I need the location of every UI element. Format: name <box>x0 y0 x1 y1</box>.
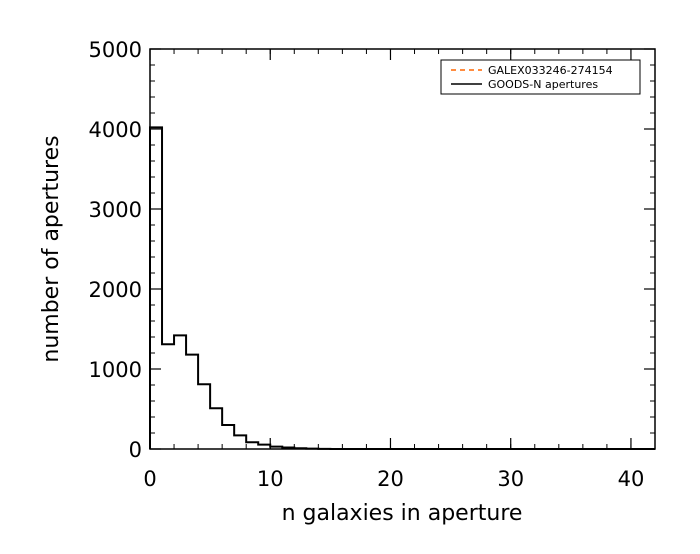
y-tick-labels: 0 1000 2000 3000 4000 5000 <box>89 38 142 462</box>
x-tick-label: 40 <box>618 467 645 491</box>
legend-box <box>440 59 641 95</box>
x-axis-title: n galaxies in aperture <box>282 501 523 526</box>
y-tick-label: 3000 <box>89 198 142 222</box>
y-tick-label: 1000 <box>89 358 142 382</box>
legend-label-galex: GALEX033246-274154 <box>488 64 613 77</box>
series-layer <box>149 126 655 450</box>
y-tick-label: 2000 <box>89 278 142 302</box>
plot-area-frame <box>149 48 656 450</box>
x-tick-labels: 0 10 20 30 40 <box>143 467 644 491</box>
y-axis-title: number of apertures <box>39 135 64 362</box>
minor-ticks <box>149 48 656 450</box>
x-tick-label: 20 <box>377 467 404 491</box>
y-tick-label: 0 <box>129 438 142 462</box>
y-tick-label: 4000 <box>89 118 142 142</box>
x-tick-label: 30 <box>497 467 524 491</box>
x-tick-label: 0 <box>143 467 156 491</box>
major-ticks <box>149 48 655 450</box>
legend-label-goods: GOODS-N apertures <box>488 78 598 91</box>
x-tick-label: 10 <box>257 467 284 491</box>
histogram-goods-n-apertures <box>149 126 655 450</box>
y-tick-label: 5000 <box>89 38 142 62</box>
legend: GALEX033246-274154 GOODS-N apertures <box>440 59 641 95</box>
